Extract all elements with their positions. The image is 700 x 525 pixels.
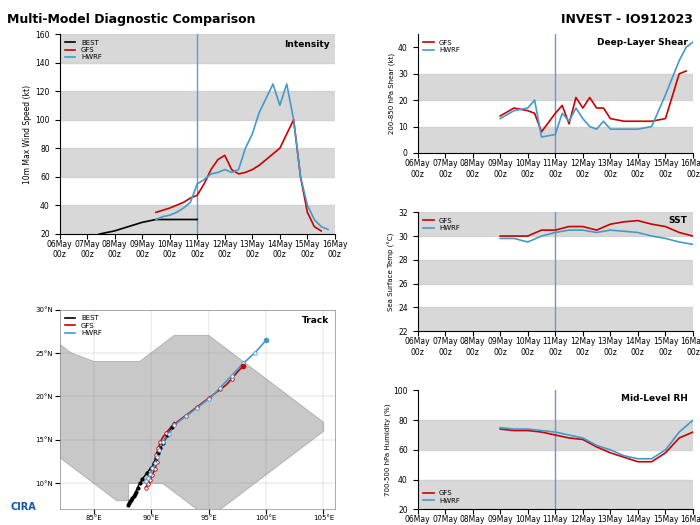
- Legend: GFS, HWRF: GFS, HWRF: [421, 38, 462, 55]
- Legend: GFS, HWRF: GFS, HWRF: [421, 216, 462, 233]
- Text: Track: Track: [302, 316, 330, 324]
- Text: Mid-Level RH: Mid-Level RH: [621, 394, 687, 403]
- Y-axis label: 700-500 hPa Humidity (%): 700-500 hPa Humidity (%): [384, 404, 391, 496]
- Polygon shape: [36, 483, 48, 500]
- Text: Deep-Layer Shear: Deep-Layer Shear: [596, 38, 687, 47]
- Y-axis label: Sea Surface Temp (°C): Sea Surface Temp (°C): [388, 233, 395, 311]
- Legend: GFS, HWRF: GFS, HWRF: [421, 488, 462, 506]
- Legend: BEST, GFS, HWRF: BEST, GFS, HWRF: [63, 313, 104, 338]
- Text: INVEST - IO912023: INVEST - IO912023: [561, 13, 693, 26]
- Bar: [418, 260, 693, 284]
- Bar: [418, 479, 693, 509]
- Text: CIRA: CIRA: [10, 502, 36, 512]
- Bar: [418, 307, 693, 331]
- Bar: [418, 74, 693, 100]
- Bar: [60, 91, 335, 120]
- Y-axis label: 10m Max Wind Speed (kt): 10m Max Wind Speed (kt): [24, 85, 32, 184]
- Bar: [60, 205, 335, 234]
- Polygon shape: [0, 310, 323, 509]
- Bar: [418, 420, 693, 450]
- Text: Multi-Model Diagnostic Comparison: Multi-Model Diagnostic Comparison: [7, 13, 256, 26]
- Bar: [418, 212, 693, 236]
- Legend: BEST, GFS, HWRF: BEST, GFS, HWRF: [63, 38, 104, 62]
- Bar: [60, 34, 335, 62]
- Y-axis label: 200-850 hPa Shear (kt): 200-850 hPa Shear (kt): [389, 53, 396, 134]
- Bar: [418, 127, 693, 153]
- Bar: [60, 148, 335, 177]
- Text: Intensity: Intensity: [284, 40, 330, 49]
- Text: SST: SST: [668, 216, 687, 225]
